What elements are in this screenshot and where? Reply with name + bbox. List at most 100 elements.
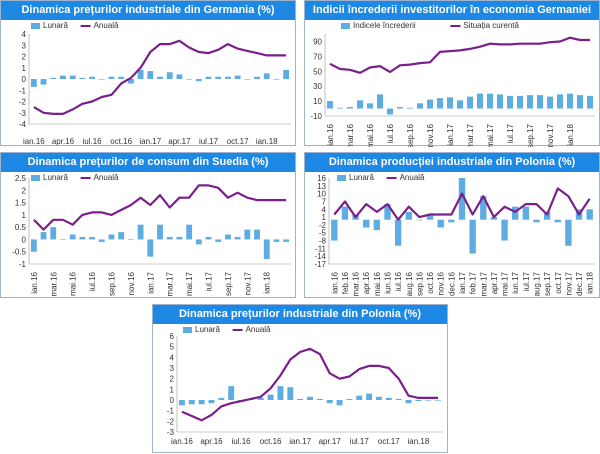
y-tick-label: 30 [313,82,322,91]
bar-monthly [417,103,423,109]
legend-swatch-bar [341,23,350,29]
y-tick-label: 2.5 [15,174,27,183]
chart-panel-poland-industrial-production: Dinamica producției industriale din Polo… [304,152,600,298]
x-tick-label: sep.17 [543,271,552,296]
bar-monthly [198,400,205,405]
bar-monthly [387,108,393,115]
chart-sweden-cpi: -1 -0.5 0 0.5 1 1.5 2 2.5 ian.16 mar.16 mai.16 iul.… [12,173,291,296]
bar-monthly [108,234,115,240]
chart-title: Indicii încrederii investitorilor în eco… [305,1,599,20]
bar-monthly [587,95,593,109]
bar-monthly [244,79,251,80]
bar-monthly [533,219,540,223]
bar-monthly [257,397,264,400]
legend-label-bar: Lunară [349,173,374,182]
x-tick-label: nov.17 [243,271,252,295]
chart-panel-poland-ppi: Dinamica prețurilor industriale din Polo… [152,304,448,453]
x-tick-label: sep.16 [107,271,116,296]
y-tick-label: 6 [170,332,175,341]
bar-monthly [108,76,115,79]
x-tick-label: nov.16 [127,271,136,295]
y-tick-label: -1 [19,86,27,95]
bar-monthly [497,94,503,109]
bar-monthly [480,196,487,220]
bar-monthly [507,95,513,109]
x-tick-label: ian.18 [407,437,429,446]
bar-monthly [385,397,392,400]
chart-germany-investor-confidence: -10 10 30 50 70 90 ian.16 mar.16 mai.16 iul.16 sep… [310,21,595,147]
bar-monthly [565,219,572,246]
x-tick-label: ian.18 [566,123,575,145]
y-tick-label: -3 [19,109,27,118]
x-tick-label: nov.16 [426,123,435,147]
bar-monthly [586,209,593,220]
y-tick-label: 1 [322,213,327,222]
bar-monthly [127,79,134,84]
bar-monthly [331,219,338,241]
bar-monthly [137,70,144,79]
x-tick-label: oct.17 [378,437,400,446]
bar-monthly [79,236,86,240]
bar-monthly [186,224,193,240]
y-tick-label: -4 [19,120,27,129]
bar-monthly [60,239,66,241]
bar-monthly [366,393,373,400]
x-tick-label: oct.16 [426,271,435,293]
x-tick-label: ian.18 [263,271,272,293]
bar-monthly [367,103,373,109]
bar-monthly [244,229,251,240]
legend-swatch-bar [31,23,40,29]
x-tick-label: apr.16 [52,137,75,146]
bar-monthly [457,100,463,109]
x-tick-label: ian.17 [446,123,455,145]
y-tick-label: 10 [317,190,326,199]
bar-monthly [307,396,313,400]
y-tick-label: 1 [170,385,175,394]
bar-monthly [89,236,95,240]
y-tick-label: 2 [22,186,27,195]
chart-panel-sweden-cpi: Dinamica prețurilor de consum din Suedia… [0,152,296,298]
y-tick-label: 0.5 [15,223,27,232]
bar-monthly [373,219,381,231]
y-tick-label: -3 [167,428,175,437]
chart-germany-ppi: -4 -3 -2 -1 0 1 2 3 4 ian.16 apr.16 iul.16 oct.16 ian… [19,21,291,146]
x-tick-label: sep.17 [224,271,233,296]
x-tick-label: iun.17 [511,271,520,293]
x-tick-label: iul.16 [231,437,251,446]
bar-monthly [405,211,412,220]
bar-monthly [60,75,66,79]
x-tick-label: ian.16 [23,137,45,146]
bar-monthly [166,72,173,79]
line-annual [33,39,287,116]
x-tick-label: nov.16 [437,271,446,295]
bar-monthly [234,236,241,240]
bar-monthly [147,71,154,79]
bar-monthly [166,236,173,240]
x-tick-label: ian.17 [146,271,155,293]
chart-title: Dinamica producției industriale din Polo… [305,153,599,172]
bar-monthly [205,76,212,79]
x-tick-label: oct.17 [227,137,249,146]
bar-monthly [490,217,498,220]
bar-monthly [416,219,423,221]
bar-monthly [341,206,349,220]
x-tick-label: iul.17 [522,271,531,291]
bar-monthly [118,76,125,79]
bar-monthly [178,400,185,406]
x-tick-label: mar.17 [466,123,475,147]
bar-monthly [157,76,163,79]
bar-monthly [448,219,455,223]
bar-monthly [69,234,76,240]
x-tick-label: nov.17 [546,123,555,147]
y-tick-label: 3 [22,41,27,50]
x-tick-label: iul.17 [506,123,515,143]
bar-monthly [522,206,530,220]
x-tick-label: dec.17 [575,271,584,296]
x-tick-label: mar.17 [166,271,175,296]
x-tick-label: oct.16 [110,137,132,146]
bar-monthly [79,77,86,79]
legend-label-line: Situația curentă [463,21,519,30]
y-tick-label: -10 [310,112,322,121]
y-tick-label: -0.5 [12,248,26,257]
